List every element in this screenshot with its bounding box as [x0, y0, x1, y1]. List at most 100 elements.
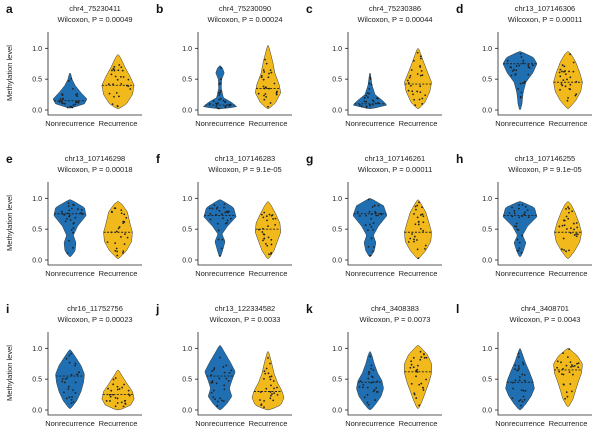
data-point — [209, 212, 212, 215]
data-point — [522, 59, 525, 62]
x-category-label: Nonrecurrence — [345, 119, 395, 128]
data-point — [559, 88, 561, 91]
data-point — [273, 82, 276, 85]
data-point — [267, 76, 270, 79]
data-point — [81, 213, 84, 216]
panel-title: chr13_107146283 — [215, 154, 275, 163]
data-point — [220, 78, 222, 81]
data-point — [372, 222, 375, 225]
data-point — [562, 367, 564, 370]
y-tick-label: 0.0 — [182, 408, 192, 415]
data-point — [524, 211, 527, 214]
data-point — [65, 397, 68, 400]
data-point — [560, 83, 563, 85]
data-point — [366, 96, 369, 99]
data-point — [577, 366, 580, 369]
data-point — [419, 55, 422, 58]
panel-subtitle: Wilcoxon, P = 0.00044 — [357, 15, 432, 24]
data-point — [416, 216, 419, 219]
data-point — [423, 356, 426, 359]
data-point — [506, 59, 509, 62]
data-point — [118, 64, 121, 66]
data-point — [419, 228, 422, 230]
data-point — [414, 223, 417, 226]
data-point — [268, 72, 270, 75]
data-point — [356, 211, 359, 213]
data-point — [67, 387, 70, 390]
data-point — [358, 385, 361, 388]
data-point — [74, 103, 77, 106]
data-point — [122, 220, 125, 223]
data-point — [123, 213, 126, 216]
data-point — [263, 87, 266, 90]
data-point — [114, 396, 117, 399]
y-tick-label: 0.0 — [482, 108, 492, 115]
data-point — [263, 233, 266, 236]
data-point — [114, 377, 117, 379]
data-point — [413, 59, 415, 62]
data-point — [411, 90, 414, 93]
data-point — [410, 363, 413, 366]
axis-frame — [497, 332, 592, 416]
y-tick-label: 1.0 — [182, 196, 192, 203]
data-point — [569, 232, 572, 234]
data-point — [419, 85, 422, 88]
data-point — [413, 235, 416, 238]
data-point — [570, 390, 573, 393]
data-point — [560, 361, 562, 364]
x-category-label: Nonrecurrence — [495, 119, 545, 128]
data-point — [407, 241, 410, 243]
data-point — [112, 383, 115, 386]
data-point — [416, 51, 419, 54]
data-point — [518, 64, 521, 67]
axis-frame — [197, 332, 292, 416]
violin-recurrence — [554, 201, 582, 260]
y-tick-label: 1.0 — [32, 196, 42, 203]
panel-subtitle: Wilcoxon, P = 0.00023 — [57, 315, 132, 324]
panel-title: chr4_3408383 — [371, 304, 419, 313]
data-point — [561, 373, 563, 376]
data-point — [415, 208, 417, 211]
data-point — [523, 398, 526, 401]
data-point — [61, 93, 64, 96]
data-point — [77, 100, 80, 102]
data-point — [566, 78, 568, 81]
y-tick-label: 1.0 — [32, 346, 42, 353]
data-point — [259, 391, 262, 394]
data-point — [515, 65, 518, 68]
data-point — [272, 380, 275, 382]
data-point — [227, 379, 230, 382]
data-point — [122, 252, 124, 254]
data-point — [377, 214, 379, 217]
data-point — [365, 106, 368, 109]
data-point — [110, 73, 113, 76]
data-point — [528, 66, 531, 69]
data-point — [268, 375, 271, 378]
data-point — [565, 250, 567, 253]
data-point — [262, 78, 265, 81]
axis-frame — [347, 332, 442, 416]
data-point — [571, 210, 573, 213]
data-point — [415, 375, 417, 378]
y-tick-label: 0.5 — [482, 377, 492, 384]
data-point — [370, 237, 373, 240]
data-point — [360, 105, 363, 108]
x-category-label: Recurrence — [249, 119, 288, 128]
data-point — [219, 97, 222, 100]
data-point — [264, 93, 267, 95]
data-point — [214, 398, 216, 401]
data-point — [372, 229, 375, 231]
x-category-label: Nonrecurrence — [195, 119, 245, 128]
data-point — [115, 91, 118, 94]
data-point — [107, 387, 109, 390]
data-point — [419, 214, 422, 216]
data-point — [226, 211, 229, 214]
data-point — [407, 89, 410, 92]
data-point — [369, 104, 372, 107]
data-point — [218, 94, 221, 96]
violin-recurrence — [251, 350, 285, 411]
panel-subtitle: Wilcoxon, P = 0.00024 — [207, 15, 282, 24]
data-point — [408, 76, 411, 79]
data-point — [219, 397, 221, 400]
data-point — [68, 354, 71, 357]
